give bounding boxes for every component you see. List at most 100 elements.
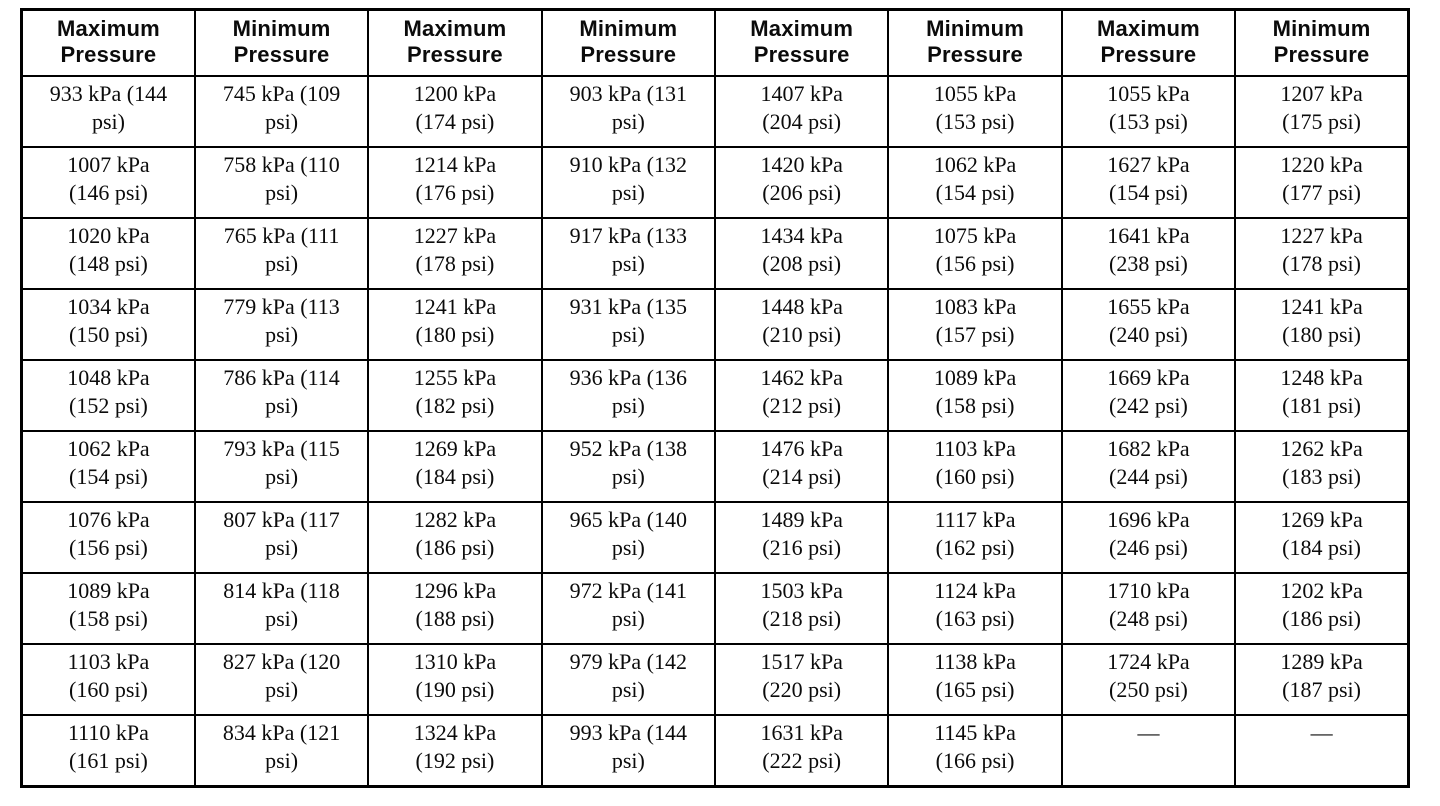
table-cell: 1089 kPa (158 psi) xyxy=(20,572,196,645)
table-cell: 1207 kPa (175 psi) xyxy=(1234,75,1410,148)
header-cell: Maximum Pressure xyxy=(20,8,196,77)
table-cell: 758 kPa (110 psi) xyxy=(193,146,370,219)
table-row: 933 kPa (144 psi) 745 kPa (109 psi) 1200 k… xyxy=(20,75,1410,148)
table-head: Maximum Pressure Minimum Pressure Maximum … xyxy=(20,8,1410,77)
table-cell: 827 kPa (120 psi) xyxy=(193,643,370,716)
table-cell: 910 kPa (132 psi) xyxy=(540,146,717,219)
table-row: 1020 kPa (148 psi) 765 kPa (111 psi) 1227 … xyxy=(20,217,1410,290)
table-cell: 1282 kPa (186 psi) xyxy=(367,501,543,574)
table-cell: 1062 kPa (154 psi) xyxy=(20,430,196,503)
table-cell: 1117 kPa (162 psi) xyxy=(887,501,1063,574)
table-cell: 779 kPa (113 psi) xyxy=(193,288,370,361)
table-cell: 1007 kPa (146 psi) xyxy=(20,146,196,219)
table-cell: 765 kPa (111 psi) xyxy=(193,217,370,290)
table-cell: 965 kPa (140 psi) xyxy=(540,501,717,574)
table-cell: 1296 kPa (188 psi) xyxy=(367,572,543,645)
table-cell: 1214 kPa (176 psi) xyxy=(367,146,543,219)
table-cell: 1248 kPa (181 psi) xyxy=(1234,359,1410,432)
table-cell: 807 kPa (117 psi) xyxy=(193,501,370,574)
table-cell: 1103 kPa (160 psi) xyxy=(20,643,196,716)
table-cell: 1448 kPa (210 psi) xyxy=(713,288,890,361)
table-cell: 972 kPa (141 psi) xyxy=(540,572,717,645)
table-cell: 1289 kPa (187 psi) xyxy=(1234,643,1410,716)
table-cell: 979 kPa (142 psi) xyxy=(540,643,717,716)
table-cell: 1110 kPa (161 psi) xyxy=(20,714,196,788)
table-cell: 1631 kPa (222 psi) xyxy=(713,714,890,788)
header-cell: Minimum Pressure xyxy=(1234,8,1410,77)
table-cell: 1462 kPa (212 psi) xyxy=(713,359,890,432)
table-cell: — xyxy=(1060,714,1237,788)
header-cell: Maximum Pressure xyxy=(713,8,890,77)
table-row: 1007 kPa (146 psi) 758 kPa (110 psi) 1214 … xyxy=(20,146,1410,219)
table-cell: 1682 kPa (244 psi) xyxy=(1060,430,1237,503)
table-cell: 1227 kPa (178 psi) xyxy=(1234,217,1410,290)
table-cell: 1055 kPa (153 psi) xyxy=(887,75,1063,148)
table-cell: 931 kPa (135 psi) xyxy=(540,288,717,361)
table-row: 1103 kPa (160 psi) 827 kPa (120 psi) 1310 … xyxy=(20,643,1410,716)
table-cell: 1202 kPa (186 psi) xyxy=(1234,572,1410,645)
table-cell: 1083 kPa (157 psi) xyxy=(887,288,1063,361)
table-cell: 1089 kPa (158 psi) xyxy=(887,359,1063,432)
table-cell: 814 kPa (118 psi) xyxy=(193,572,370,645)
table-row: 1048 kPa (152 psi) 786 kPa (114 psi) 1255 … xyxy=(20,359,1410,432)
table-cell: 1138 kPa (165 psi) xyxy=(887,643,1063,716)
table-cell: 1241 kPa (180 psi) xyxy=(1234,288,1410,361)
table-cell: 1034 kPa (150 psi) xyxy=(20,288,196,361)
table-cell: 1062 kPa (154 psi) xyxy=(887,146,1063,219)
table-cell: 1262 kPa (183 psi) xyxy=(1234,430,1410,503)
table-cell: 1434 kPa (208 psi) xyxy=(713,217,890,290)
table-cell: 1048 kPa (152 psi) xyxy=(20,359,196,432)
table-cell: 993 kPa (144 psi) xyxy=(540,714,717,788)
table-row: 1089 kPa (158 psi) 814 kPa (118 psi) 1296 … xyxy=(20,572,1410,645)
table-cell: 1517 kPa (220 psi) xyxy=(713,643,890,716)
table-cell: 1269 kPa (184 psi) xyxy=(1234,501,1410,574)
table-header-row: Maximum Pressure Minimum Pressure Maximum … xyxy=(20,8,1410,77)
table-cell: 1310 kPa (190 psi) xyxy=(367,643,543,716)
table-cell: — xyxy=(1234,714,1410,788)
table-cell: 1241 kPa (180 psi) xyxy=(367,288,543,361)
table-row: 1062 kPa (154 psi) 793 kPa (115 psi) 1269 … xyxy=(20,430,1410,503)
table-cell: 1724 kPa (250 psi) xyxy=(1060,643,1237,716)
table-cell: 745 kPa (109 psi) xyxy=(193,75,370,148)
table-cell: 917 kPa (133 psi) xyxy=(540,217,717,290)
table-cell: 936 kPa (136 psi) xyxy=(540,359,717,432)
table-row: 1076 kPa (156 psi) 807 kPa (117 psi) 1282 … xyxy=(20,501,1410,574)
table-cell: 1103 kPa (160 psi) xyxy=(887,430,1063,503)
table-cell: 1407 kPa (204 psi) xyxy=(713,75,890,148)
table-cell: 1220 kPa (177 psi) xyxy=(1234,146,1410,219)
table-cell: 933 kPa (144 psi) xyxy=(20,75,196,148)
table-row: 1110 kPa (161 psi) 834 kPa (121 psi) 1324 … xyxy=(20,714,1410,788)
header-cell: Minimum Pressure xyxy=(540,8,717,77)
table-row: 1034 kPa (150 psi) 779 kPa (113 psi) 1241 … xyxy=(20,288,1410,361)
table-cell: 1075 kPa (156 psi) xyxy=(887,217,1063,290)
header-cell: Maximum Pressure xyxy=(1060,8,1237,77)
table-cell: 1503 kPa (218 psi) xyxy=(713,572,890,645)
header-cell: Maximum Pressure xyxy=(367,8,543,77)
table-cell: 1476 kPa (214 psi) xyxy=(713,430,890,503)
table-cell: 1055 kPa (153 psi) xyxy=(1060,75,1237,148)
table-cell: 1269 kPa (184 psi) xyxy=(367,430,543,503)
pressure-table: Maximum Pressure Minimum Pressure Maximum … xyxy=(20,8,1410,788)
table-cell: 1076 kPa (156 psi) xyxy=(20,501,196,574)
table-cell: 1420 kPa (206 psi) xyxy=(713,146,890,219)
table-cell: 1020 kPa (148 psi) xyxy=(20,217,196,290)
table-cell: 903 kPa (131 psi) xyxy=(540,75,717,148)
table-body: 933 kPa (144 psi) 745 kPa (109 psi) 1200 k… xyxy=(20,75,1410,788)
table-cell: 1669 kPa (242 psi) xyxy=(1060,359,1237,432)
table-cell: 786 kPa (114 psi) xyxy=(193,359,370,432)
table-cell: 1200 kPa (174 psi) xyxy=(367,75,543,148)
table-cell: 1255 kPa (182 psi) xyxy=(367,359,543,432)
table-cell: 834 kPa (121 psi) xyxy=(193,714,370,788)
table-cell: 1227 kPa (178 psi) xyxy=(367,217,543,290)
table-cell: 1696 kPa (246 psi) xyxy=(1060,501,1237,574)
table-cell: 1324 kPa (192 psi) xyxy=(367,714,543,788)
table-cell: 1710 kPa (248 psi) xyxy=(1060,572,1237,645)
table-cell: 1655 kPa (240 psi) xyxy=(1060,288,1237,361)
table-cell: 1145 kPa (166 psi) xyxy=(887,714,1063,788)
table-cell: 1124 kPa (163 psi) xyxy=(887,572,1063,645)
table-cell: 952 kPa (138 psi) xyxy=(540,430,717,503)
table-cell: 1627 kPa (154 psi) xyxy=(1060,146,1237,219)
table-cell: 1489 kPa (216 psi) xyxy=(713,501,890,574)
table-cell: 1641 kPa (238 psi) xyxy=(1060,217,1237,290)
header-cell: Minimum Pressure xyxy=(193,8,370,77)
